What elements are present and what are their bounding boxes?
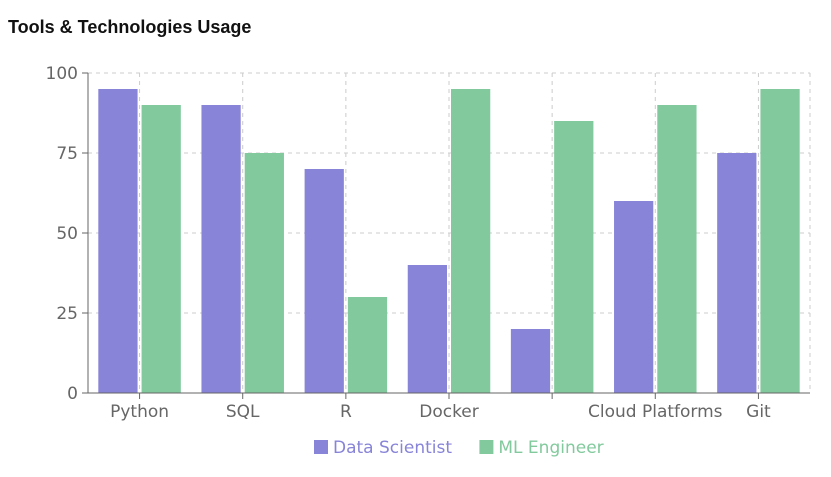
legend-swatch [314, 440, 328, 454]
x-tick-label: SQL [226, 402, 260, 422]
bar-data-scientist [304, 169, 344, 393]
bar-ml-engineer [451, 89, 491, 393]
bar-data-scientist [98, 89, 138, 393]
bar-data-scientist [201, 105, 241, 393]
bar-ml-engineer [347, 297, 388, 393]
y-tick-label: 25 [56, 304, 78, 324]
legend-label: Data Scientist [333, 438, 452, 458]
bar-data-scientist [407, 265, 447, 393]
y-tick-label: 0 [67, 384, 78, 404]
bar-ml-engineer [141, 105, 181, 393]
legend-swatch [479, 440, 494, 454]
chart-title: Tools & Technologies Usage [8, 17, 252, 37]
y-tick-label: 100 [46, 64, 78, 84]
y-tick-label: 50 [56, 224, 78, 244]
bar-ml-engineer [760, 89, 800, 393]
x-tick-label: Cloud Platforms [588, 402, 723, 422]
bar-ml-engineer [554, 121, 594, 393]
y-tick-label: 75 [56, 144, 78, 164]
legend-label: ML Engineer [498, 438, 603, 458]
x-tick-label: Docker [419, 402, 479, 422]
bar-data-scientist [510, 329, 551, 393]
x-tick-label: Python [110, 402, 169, 422]
x-tick-label: R [340, 402, 352, 422]
bar-ml-engineer [657, 105, 697, 393]
bar-data-scientist [717, 153, 757, 393]
bar-ml-engineer [244, 153, 284, 393]
x-tick-label: Git [746, 402, 771, 422]
bar-data-scientist [614, 201, 654, 393]
